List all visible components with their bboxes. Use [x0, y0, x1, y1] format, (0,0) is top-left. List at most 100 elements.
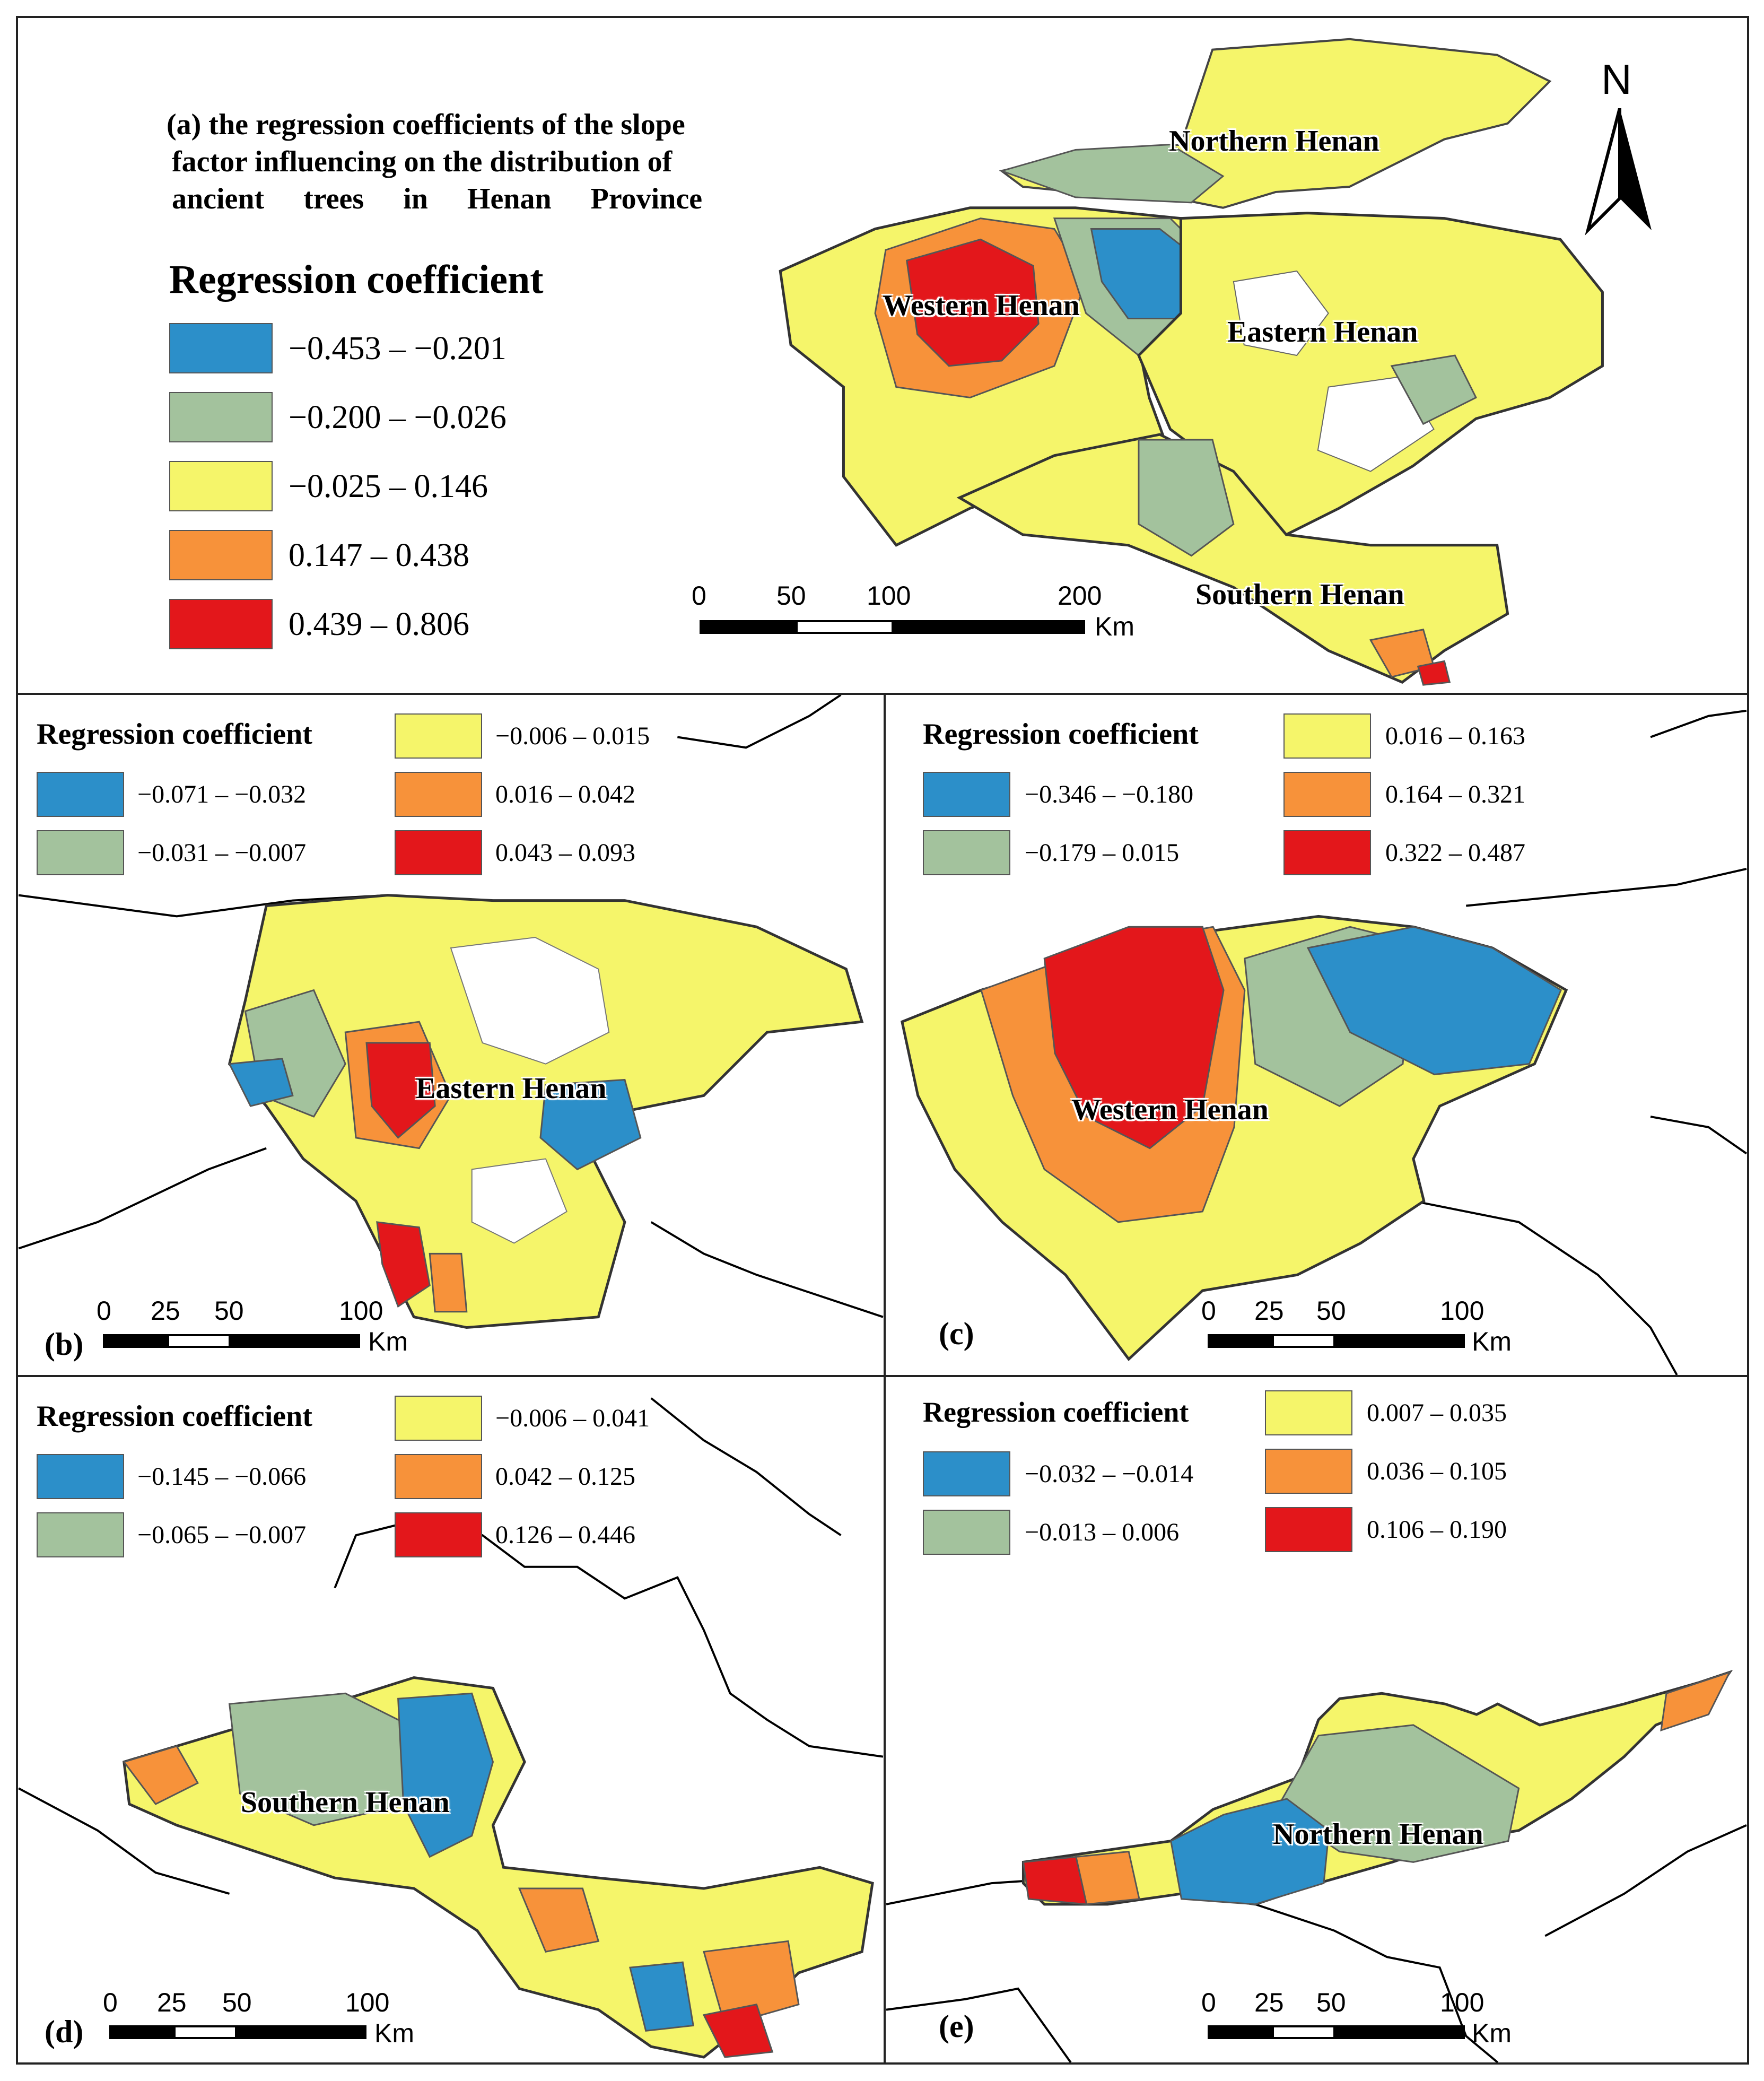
panel-d-region-label: Southern Henan — [241, 1786, 450, 1819]
panel-c-legend-label-3: 0.016 – 0.163 — [1385, 722, 1525, 750]
panel-e-scale-tick-0: 0 — [1201, 1988, 1216, 2017]
panel-e-legend-title: Regression coefficient — [923, 1396, 1189, 1428]
panel-c-scale-unit: Km — [1472, 1327, 1512, 1356]
panel-a-scale-seg-1 — [700, 620, 798, 634]
map-d-red — [702, 2003, 774, 2058]
map-b-blue-1 — [539, 1078, 642, 1171]
panel-e-scale-seg-1 — [1208, 2025, 1274, 2039]
panel-d-legend-swatch-1 — [37, 1454, 124, 1499]
map-c-context-line-2 — [1650, 709, 1747, 738]
panel-c-legend-title: Regression coefficient — [923, 718, 1199, 751]
panel-a-title-line-3: ancient trees in Henan Province — [172, 182, 703, 215]
panel-a-label-northern: Northern Henan — [1169, 125, 1379, 158]
panel-d-legend-label-5: 0.126 – 0.446 — [495, 1521, 635, 1549]
panel-d-scale-unit: Km — [374, 2018, 414, 2048]
panel-d-scale-seg-2 — [173, 2025, 237, 2039]
panel-b-map — [18, 695, 884, 1329]
panel-a-legend-label-4: 0.147 – 0.438 — [289, 537, 469, 573]
panel-e-scale-tick-2: 50 — [1316, 1988, 1346, 2017]
panel-a-scale-tick-2: 100 — [867, 581, 911, 611]
map-b-red-1 — [365, 1042, 436, 1139]
panel-a-scale-tick-3: 200 — [1058, 581, 1102, 611]
panel-c-legend-label-4: 0.164 – 0.321 — [1385, 780, 1525, 808]
panel-c-legend-label-1: −0.346 – −0.180 — [1025, 780, 1194, 808]
panel-a: (a) the regression coefficients of the s… — [16, 16, 1749, 695]
panel-c-legend-swatch-4 — [1283, 772, 1371, 817]
panel-a-legend-swatch-5 — [169, 599, 273, 649]
map-c-context-line-3 — [1413, 1200, 1678, 1375]
map-b-orange-2 — [429, 1252, 468, 1313]
panel-a-legend-swatch-1 — [169, 323, 273, 373]
panel-a-scale-seg-3 — [892, 620, 1085, 634]
panel-b-scale-unit: Km — [368, 1327, 408, 1356]
north-arrow-label: N — [1601, 56, 1632, 103]
panel-a-scale-unit: Km — [1095, 612, 1134, 641]
panel-b-legend-label-1: −0.071 – −0.032 — [137, 780, 307, 808]
panel-a-map — [779, 38, 1604, 686]
panel-a-scale-seg-2 — [796, 620, 894, 634]
panel-d-legend-label-3: −0.006 – 0.041 — [495, 1404, 650, 1432]
panel-c-scale-tick-2: 50 — [1316, 1296, 1346, 1326]
panel-e-scale-tick-3: 100 — [1440, 1988, 1484, 2017]
panel-e-letter: (e) — [939, 2009, 974, 2044]
panel-a-legend-swatch-3 — [169, 461, 273, 511]
panel-d-map — [18, 1397, 884, 2059]
map-a-southern-green — [1138, 439, 1235, 557]
panel-a-legend-title: Regression coefficient — [169, 257, 544, 302]
panel-b-scale-tick-0: 0 — [97, 1296, 111, 1326]
panel-c-scale-seg-3 — [1333, 1334, 1465, 1348]
panel-b-legend-label-4: 0.016 – 0.042 — [495, 780, 635, 808]
panel-e-legend-swatch-3 — [1265, 1390, 1352, 1435]
panel-c-map — [901, 709, 1747, 1375]
panel-b-legend-title: Regression coefficient — [37, 718, 312, 751]
map-a-eastern-white-1 — [1233, 270, 1329, 356]
map-b-context-line-4 — [18, 1147, 267, 1250]
panel-d-legend-label-1: −0.145 – −0.066 — [137, 1462, 307, 1491]
panel-c-scale-tick-0: 0 — [1201, 1296, 1216, 1326]
panel-b-scale-seg-3 — [229, 1334, 360, 1348]
map-c-blue — [1306, 926, 1562, 1076]
map-b-blue-2 — [228, 1058, 294, 1107]
panel-b-scale-seg-1 — [103, 1334, 169, 1348]
panel-d-scale-tick-3: 100 — [345, 1988, 390, 2017]
panel-e-legend-swatch-5 — [1265, 1507, 1352, 1552]
map-b-context-line-2 — [677, 695, 842, 749]
panel-a-legend-label-5: 0.439 – 0.806 — [289, 606, 469, 642]
panel-b-legend-swatch-2 — [37, 830, 124, 875]
panel-c-scale-tick-3: 100 — [1440, 1296, 1484, 1326]
map-d-orange-3 — [703, 1940, 800, 2027]
panel-d-scale-seg-3 — [235, 2025, 366, 2039]
map-b-context-line-1 — [18, 894, 388, 918]
panel-b-legend-swatch-4 — [395, 772, 482, 817]
panel-a-scale-tick-0: 0 — [692, 581, 706, 611]
panel-d-scale-seg-1 — [109, 2025, 176, 2039]
map-b-white-1 — [450, 937, 610, 1065]
map-e-blue — [1170, 1798, 1330, 1905]
map-a-western-red — [906, 238, 1040, 367]
panel-e-legend-label-5: 0.106 – 0.190 — [1367, 1516, 1507, 1544]
map-d-context-line-3 — [18, 1787, 230, 1895]
map-a-eastern-green — [1390, 354, 1477, 425]
panel-c-scale-seg-2 — [1272, 1334, 1335, 1348]
map-c-context-line-4 — [1650, 1116, 1747, 1155]
panel-b-legend-label-3: −0.006 – 0.015 — [495, 722, 650, 750]
panel-e-legend-swatch-2 — [923, 1510, 1010, 1555]
panel-b: Regression coefficient −0.071 – −0.032 −… — [16, 693, 886, 1377]
panel-a-scale-tick-1: 50 — [776, 581, 806, 611]
panel-e-scale-seg-3 — [1333, 2025, 1465, 2039]
panel-a-title-line-2: factor influencing on the distribution o… — [172, 145, 673, 178]
panel-b-scale-seg-2 — [167, 1334, 231, 1348]
panel-d-scale-tick-2: 50 — [222, 1988, 252, 2017]
panel-b-scale-tick-1: 25 — [151, 1296, 180, 1326]
panel-d: Regression coefficient −0.145 – −0.066 −… — [16, 1375, 886, 2065]
map-b-context-line-3 — [650, 1221, 884, 1318]
panel-d-legend-label-4: 0.042 – 0.125 — [495, 1462, 635, 1491]
panel-e-legend-label-3: 0.007 – 0.035 — [1367, 1399, 1507, 1427]
map-e-context-line-3 — [886, 1987, 1072, 2062]
map-e-orange-2 — [1660, 1671, 1732, 1732]
panel-a-legend-label-1: −0.453 – −0.201 — [289, 330, 507, 367]
panel-e-legend-label-4: 0.036 – 0.105 — [1367, 1457, 1507, 1485]
map-c-red — [1043, 926, 1225, 1150]
map-d-blue-2 — [629, 1961, 694, 2032]
panel-b-legend-label-5: 0.043 – 0.093 — [495, 839, 635, 867]
